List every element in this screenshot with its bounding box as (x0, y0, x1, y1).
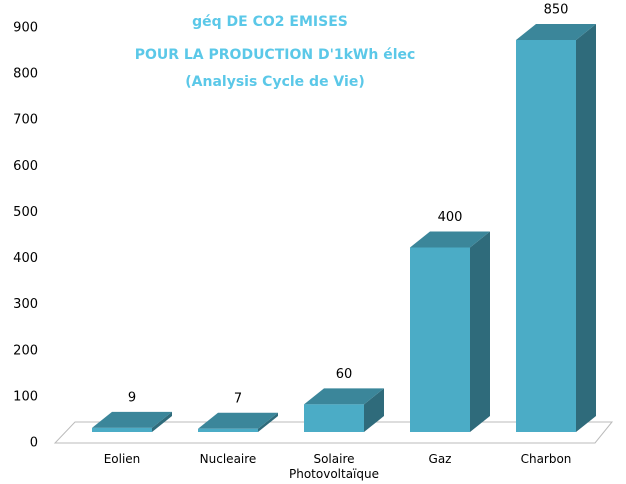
x-tick-label: Eolien (103, 452, 141, 466)
y-tick-label: 0 (30, 436, 38, 451)
bar-front (516, 40, 576, 433)
bar (304, 388, 384, 432)
bar-side (470, 231, 490, 432)
bar (92, 411, 172, 432)
bar (410, 231, 490, 432)
bar-side (258, 412, 278, 432)
bar-front (198, 428, 258, 432)
bar-top (304, 388, 384, 405)
bar-top (410, 231, 490, 248)
bar (516, 24, 596, 433)
bar-top (198, 412, 278, 429)
value-label: 9 (128, 390, 136, 405)
bar-top (516, 24, 596, 41)
x-tick-label: Charbon (520, 452, 572, 466)
x-tick-label: Nucleaire (199, 452, 257, 466)
bar-side (364, 388, 384, 432)
y-tick-label: 200 (13, 343, 38, 358)
y-tick-label: 700 (13, 113, 38, 128)
value-label: 400 (438, 210, 463, 225)
value-label: 60 (336, 367, 353, 382)
x-tick-label: Solaire Photovoltaïque (288, 452, 379, 481)
y-tick-label: 300 (13, 297, 38, 312)
y-tick-label: 400 (13, 251, 38, 266)
y-tick-label: 600 (13, 159, 38, 174)
bar-side (152, 411, 172, 432)
bar (198, 412, 278, 432)
value-label: 7 (234, 391, 242, 406)
bar-front (410, 247, 470, 432)
value-label: 850 (544, 3, 569, 18)
chart-title: POUR LA PRODUCTION D'1kWh élec (135, 47, 416, 63)
y-tick-label: 800 (13, 67, 38, 82)
bar-front (92, 427, 152, 432)
chart-title: (Analysis Cycle de Vie) (185, 74, 364, 90)
bar-top (92, 411, 172, 428)
bar-side (576, 24, 596, 433)
chart-title: géq DE CO2 EMISES (192, 14, 348, 30)
bar-front (304, 404, 364, 432)
y-tick-label: 500 (13, 205, 38, 220)
y-tick-label: 100 (13, 389, 38, 404)
y-tick-label: 900 (13, 21, 38, 36)
x-tick-label: Gaz (428, 452, 452, 466)
